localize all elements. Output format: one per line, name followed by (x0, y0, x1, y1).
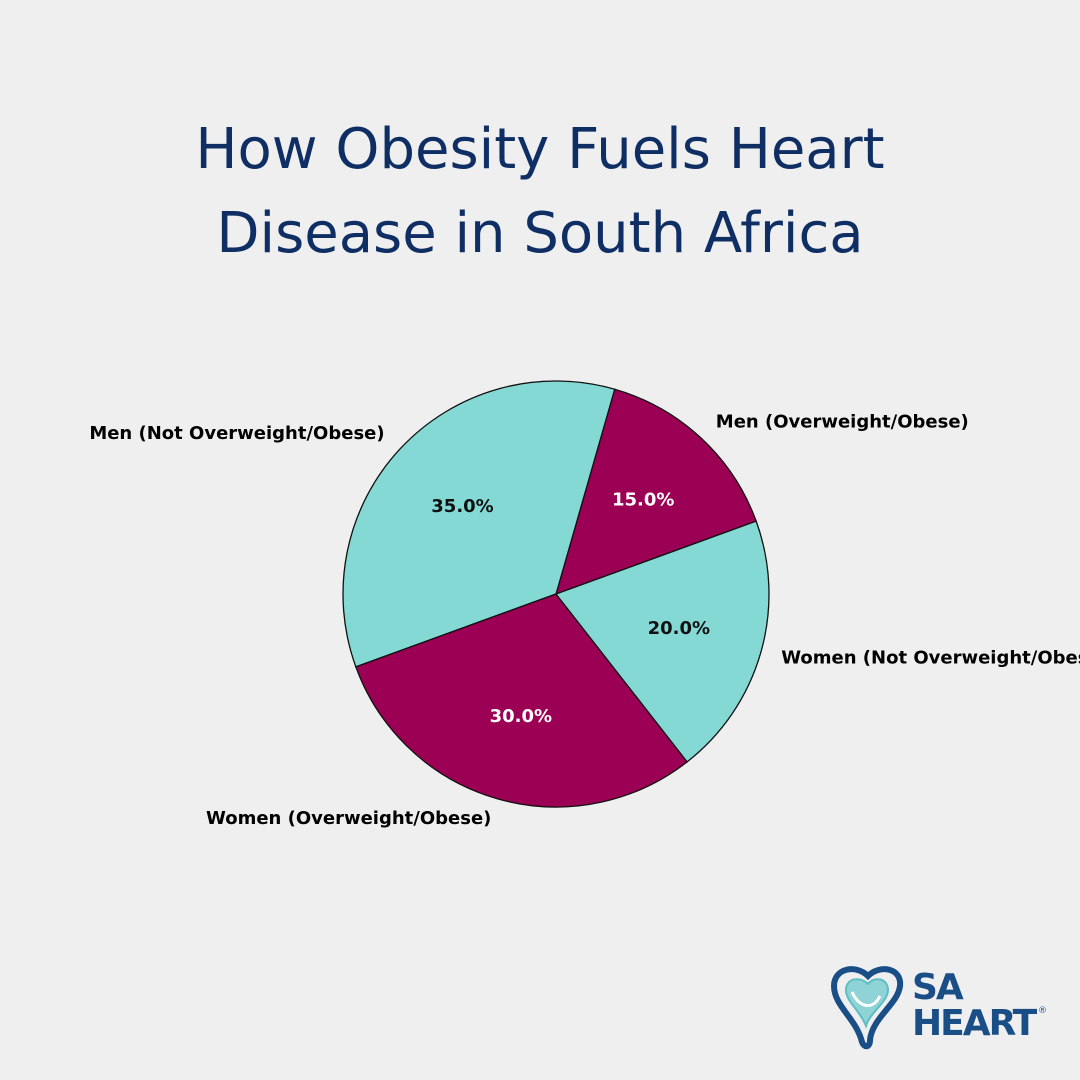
logo-text-sa: SA (912, 967, 964, 1008)
pie-slice (355, 593, 689, 808)
pie-slice (555, 388, 757, 596)
title-line-1: How Obesity Fuels Heart (195, 117, 885, 182)
pie-labels: 15.0% Men (Overweight/Obese) 35.0% Men (Not… (89, 412, 1080, 830)
slice-percent-label: 20.0% (648, 618, 710, 639)
slice-category-label: Women (Overweight/Obese) (206, 808, 491, 829)
slice-percent-label: 30.0% (490, 706, 552, 727)
title-line-2: Disease in South Africa (216, 201, 864, 266)
slice-category-label: Men (Overweight/Obese) (716, 412, 969, 433)
slice-percent-label: 15.0% (612, 490, 674, 511)
pie-slice (554, 520, 770, 763)
slice-category-label: Men (Not Overweight/Obese) (89, 423, 384, 444)
slice-category-label: Women (Not Overweight/Obese) (781, 648, 1080, 669)
logo-registered-mark: ® (1038, 1006, 1047, 1016)
slice-percent-label: 35.0% (431, 496, 493, 517)
pie-slices (342, 380, 770, 808)
logo-text-heart: HEART (912, 1003, 1037, 1044)
page-title: How Obesity Fuels Heart Disease in South… (0, 108, 1080, 276)
pie-slice (342, 380, 616, 668)
sa-heart-logo-icon (830, 966, 904, 1050)
